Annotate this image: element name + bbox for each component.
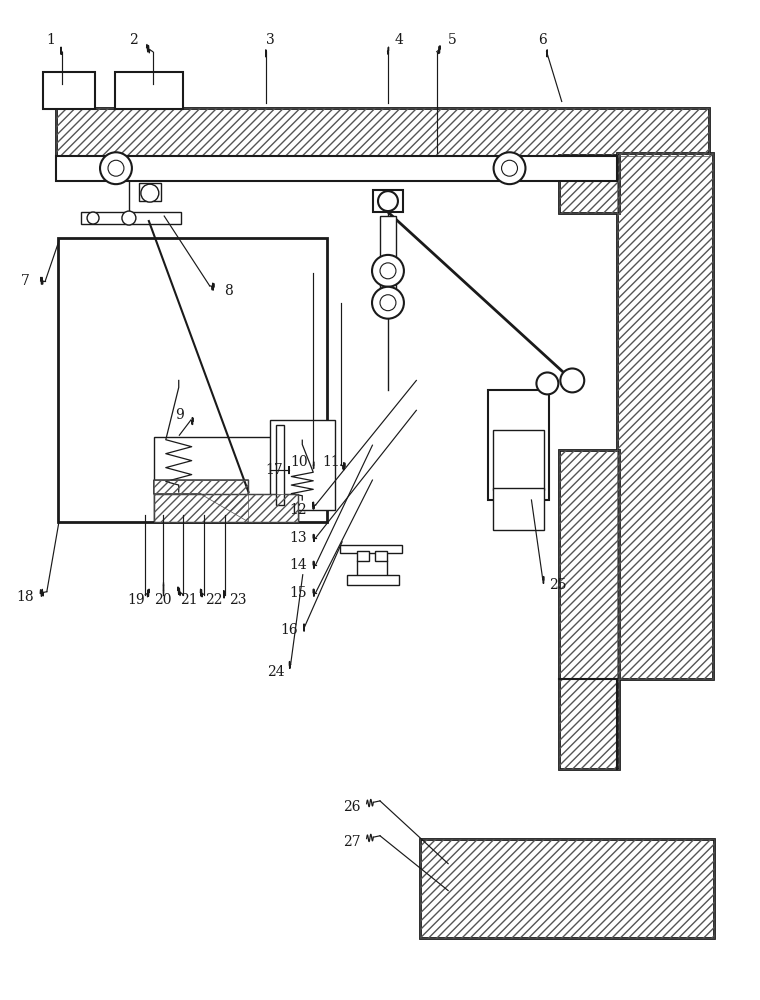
Bar [271, 420, 335, 510]
Circle shape [87, 212, 99, 224]
Text: 20: 20 [154, 593, 172, 607]
Bar [56, 108, 709, 156]
Text: 2: 2 [129, 33, 138, 47]
Bar [375, 551, 387, 561]
Circle shape [141, 184, 159, 202]
Bar [617, 153, 713, 679]
Bar [373, 190, 403, 212]
Text: 15: 15 [290, 586, 307, 600]
Text: 21: 21 [180, 593, 198, 607]
Bar [154, 437, 298, 522]
Bar [380, 216, 396, 311]
Circle shape [372, 255, 404, 287]
Text: 19: 19 [128, 593, 145, 607]
Bar [59, 238, 328, 522]
Text: 25: 25 [549, 578, 567, 592]
Bar [347, 575, 399, 585]
Bar [492, 488, 544, 530]
Text: 24: 24 [268, 665, 285, 679]
Bar [56, 156, 617, 181]
Bar [56, 108, 709, 156]
Circle shape [122, 211, 136, 225]
Circle shape [108, 160, 124, 176]
Circle shape [380, 263, 396, 279]
Text: 22: 22 [204, 593, 222, 607]
Bar [559, 155, 619, 213]
Bar [154, 494, 298, 522]
Text: 23: 23 [229, 593, 246, 607]
Bar [420, 839, 714, 938]
Circle shape [493, 152, 525, 184]
Bar [559, 450, 619, 769]
Bar [43, 72, 95, 109]
Bar [492, 430, 544, 490]
Circle shape [560, 368, 584, 392]
Text: 10: 10 [290, 455, 308, 469]
Circle shape [537, 372, 559, 394]
Bar [277, 425, 284, 505]
Text: 14: 14 [290, 558, 307, 572]
Circle shape [100, 152, 132, 184]
Bar [340, 545, 402, 553]
Circle shape [378, 191, 398, 211]
Bar [420, 839, 714, 938]
Text: 5: 5 [448, 33, 456, 47]
Bar [488, 390, 549, 500]
Text: 7: 7 [21, 274, 30, 288]
Circle shape [380, 295, 396, 311]
Circle shape [502, 160, 518, 176]
Circle shape [372, 287, 404, 319]
Text: 11: 11 [322, 455, 340, 469]
Bar [139, 183, 161, 201]
Text: 9: 9 [175, 408, 184, 422]
Text: 26: 26 [344, 800, 361, 814]
Bar [357, 551, 369, 561]
Text: 17: 17 [265, 463, 283, 477]
Bar [115, 72, 182, 109]
Text: 16: 16 [280, 623, 298, 637]
Text: 12: 12 [290, 503, 307, 517]
Bar [559, 155, 619, 213]
Text: 18: 18 [17, 590, 34, 604]
Bar [617, 153, 713, 679]
Text: 27: 27 [344, 835, 361, 849]
Text: 1: 1 [46, 33, 55, 47]
Text: 4: 4 [394, 33, 404, 47]
Bar [559, 450, 619, 769]
Text: 13: 13 [290, 531, 307, 545]
Text: 8: 8 [224, 284, 233, 298]
Polygon shape [154, 480, 249, 522]
Text: 6: 6 [538, 33, 547, 47]
Bar [81, 212, 181, 224]
Text: 3: 3 [266, 33, 274, 47]
Bar [154, 494, 298, 522]
